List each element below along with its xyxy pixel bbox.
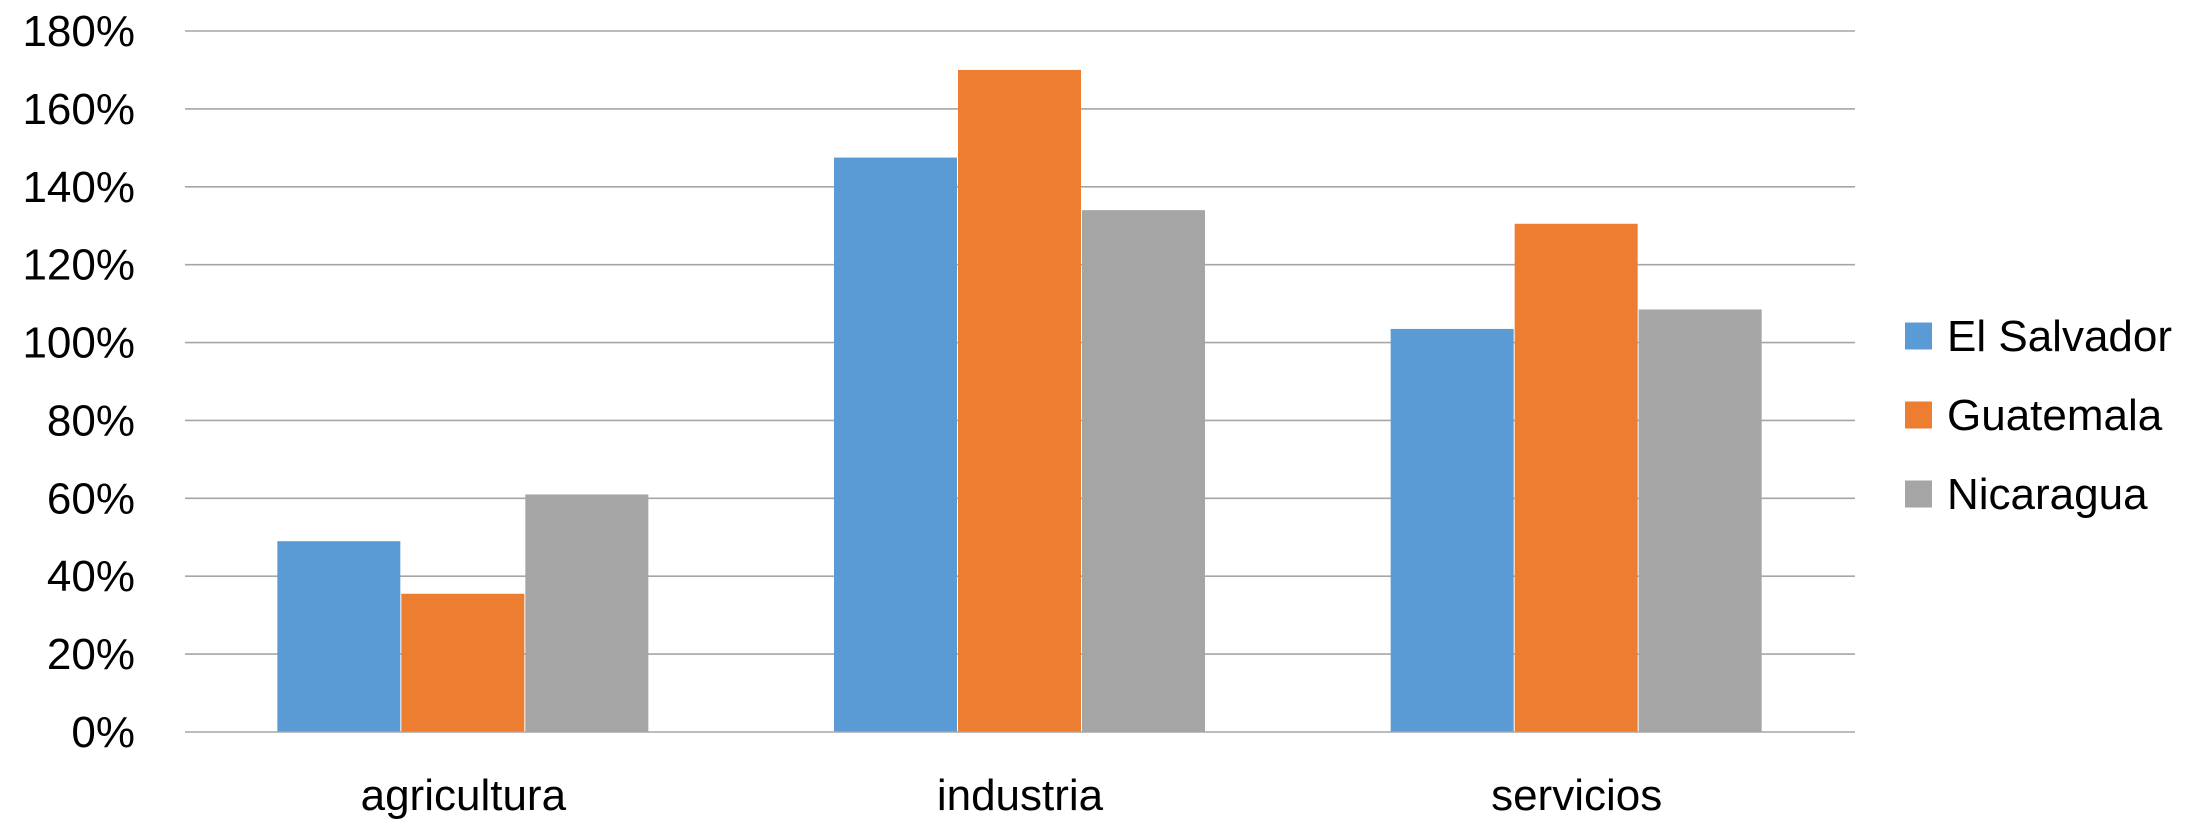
- bar-nicaragua-industria: [1082, 210, 1205, 733]
- y-tick-label: 180%: [22, 7, 135, 56]
- bar-el-salvador-servicios: [1390, 328, 1514, 732]
- y-axis: 0% 20% 40% 60% 80% 100% 120% 140% 160% 180%: [22, 7, 135, 757]
- y-tick-label: 40%: [47, 552, 135, 601]
- bar-el-salvador-industria: [834, 157, 957, 732]
- y-tick-label: 100%: [22, 319, 135, 368]
- bar-guatemala-agricultura: [401, 593, 525, 732]
- bar-guatemala-servicios: [1514, 223, 1638, 732]
- y-tick-label: 20%: [47, 630, 135, 679]
- bar-guatemala-industria: [958, 69, 1081, 732]
- y-tick-label: 120%: [22, 241, 135, 290]
- legend-swatch: [1905, 401, 1932, 429]
- legend-label: Guatemala: [1947, 391, 2163, 440]
- legend-swatch: [1905, 322, 1932, 350]
- bar-nicaragua-servicios: [1638, 309, 1762, 732]
- y-tick-label: 60%: [47, 474, 135, 523]
- y-tick-label: 160%: [22, 85, 135, 134]
- bar-el-salvador-agricultura: [277, 541, 401, 732]
- y-tick-label: 140%: [22, 163, 135, 212]
- legend-swatch: [1905, 480, 1932, 508]
- x-tick-label: servicios: [1491, 771, 1662, 820]
- legend-label: Nicaragua: [1947, 470, 2148, 519]
- y-tick-label: 80%: [47, 396, 135, 445]
- bars: [277, 69, 1762, 733]
- x-tick-label: agricultura: [361, 771, 567, 820]
- bar-nicaragua-agricultura: [525, 494, 649, 732]
- legend-label: El Salvador: [1947, 312, 2172, 361]
- x-tick-label: industria: [937, 771, 1104, 820]
- legend: El Salvador Guatemala Nicaragua: [1905, 312, 2172, 519]
- x-axis: agricultura industria servicios: [361, 771, 1663, 820]
- y-tick-label: 0%: [71, 708, 135, 757]
